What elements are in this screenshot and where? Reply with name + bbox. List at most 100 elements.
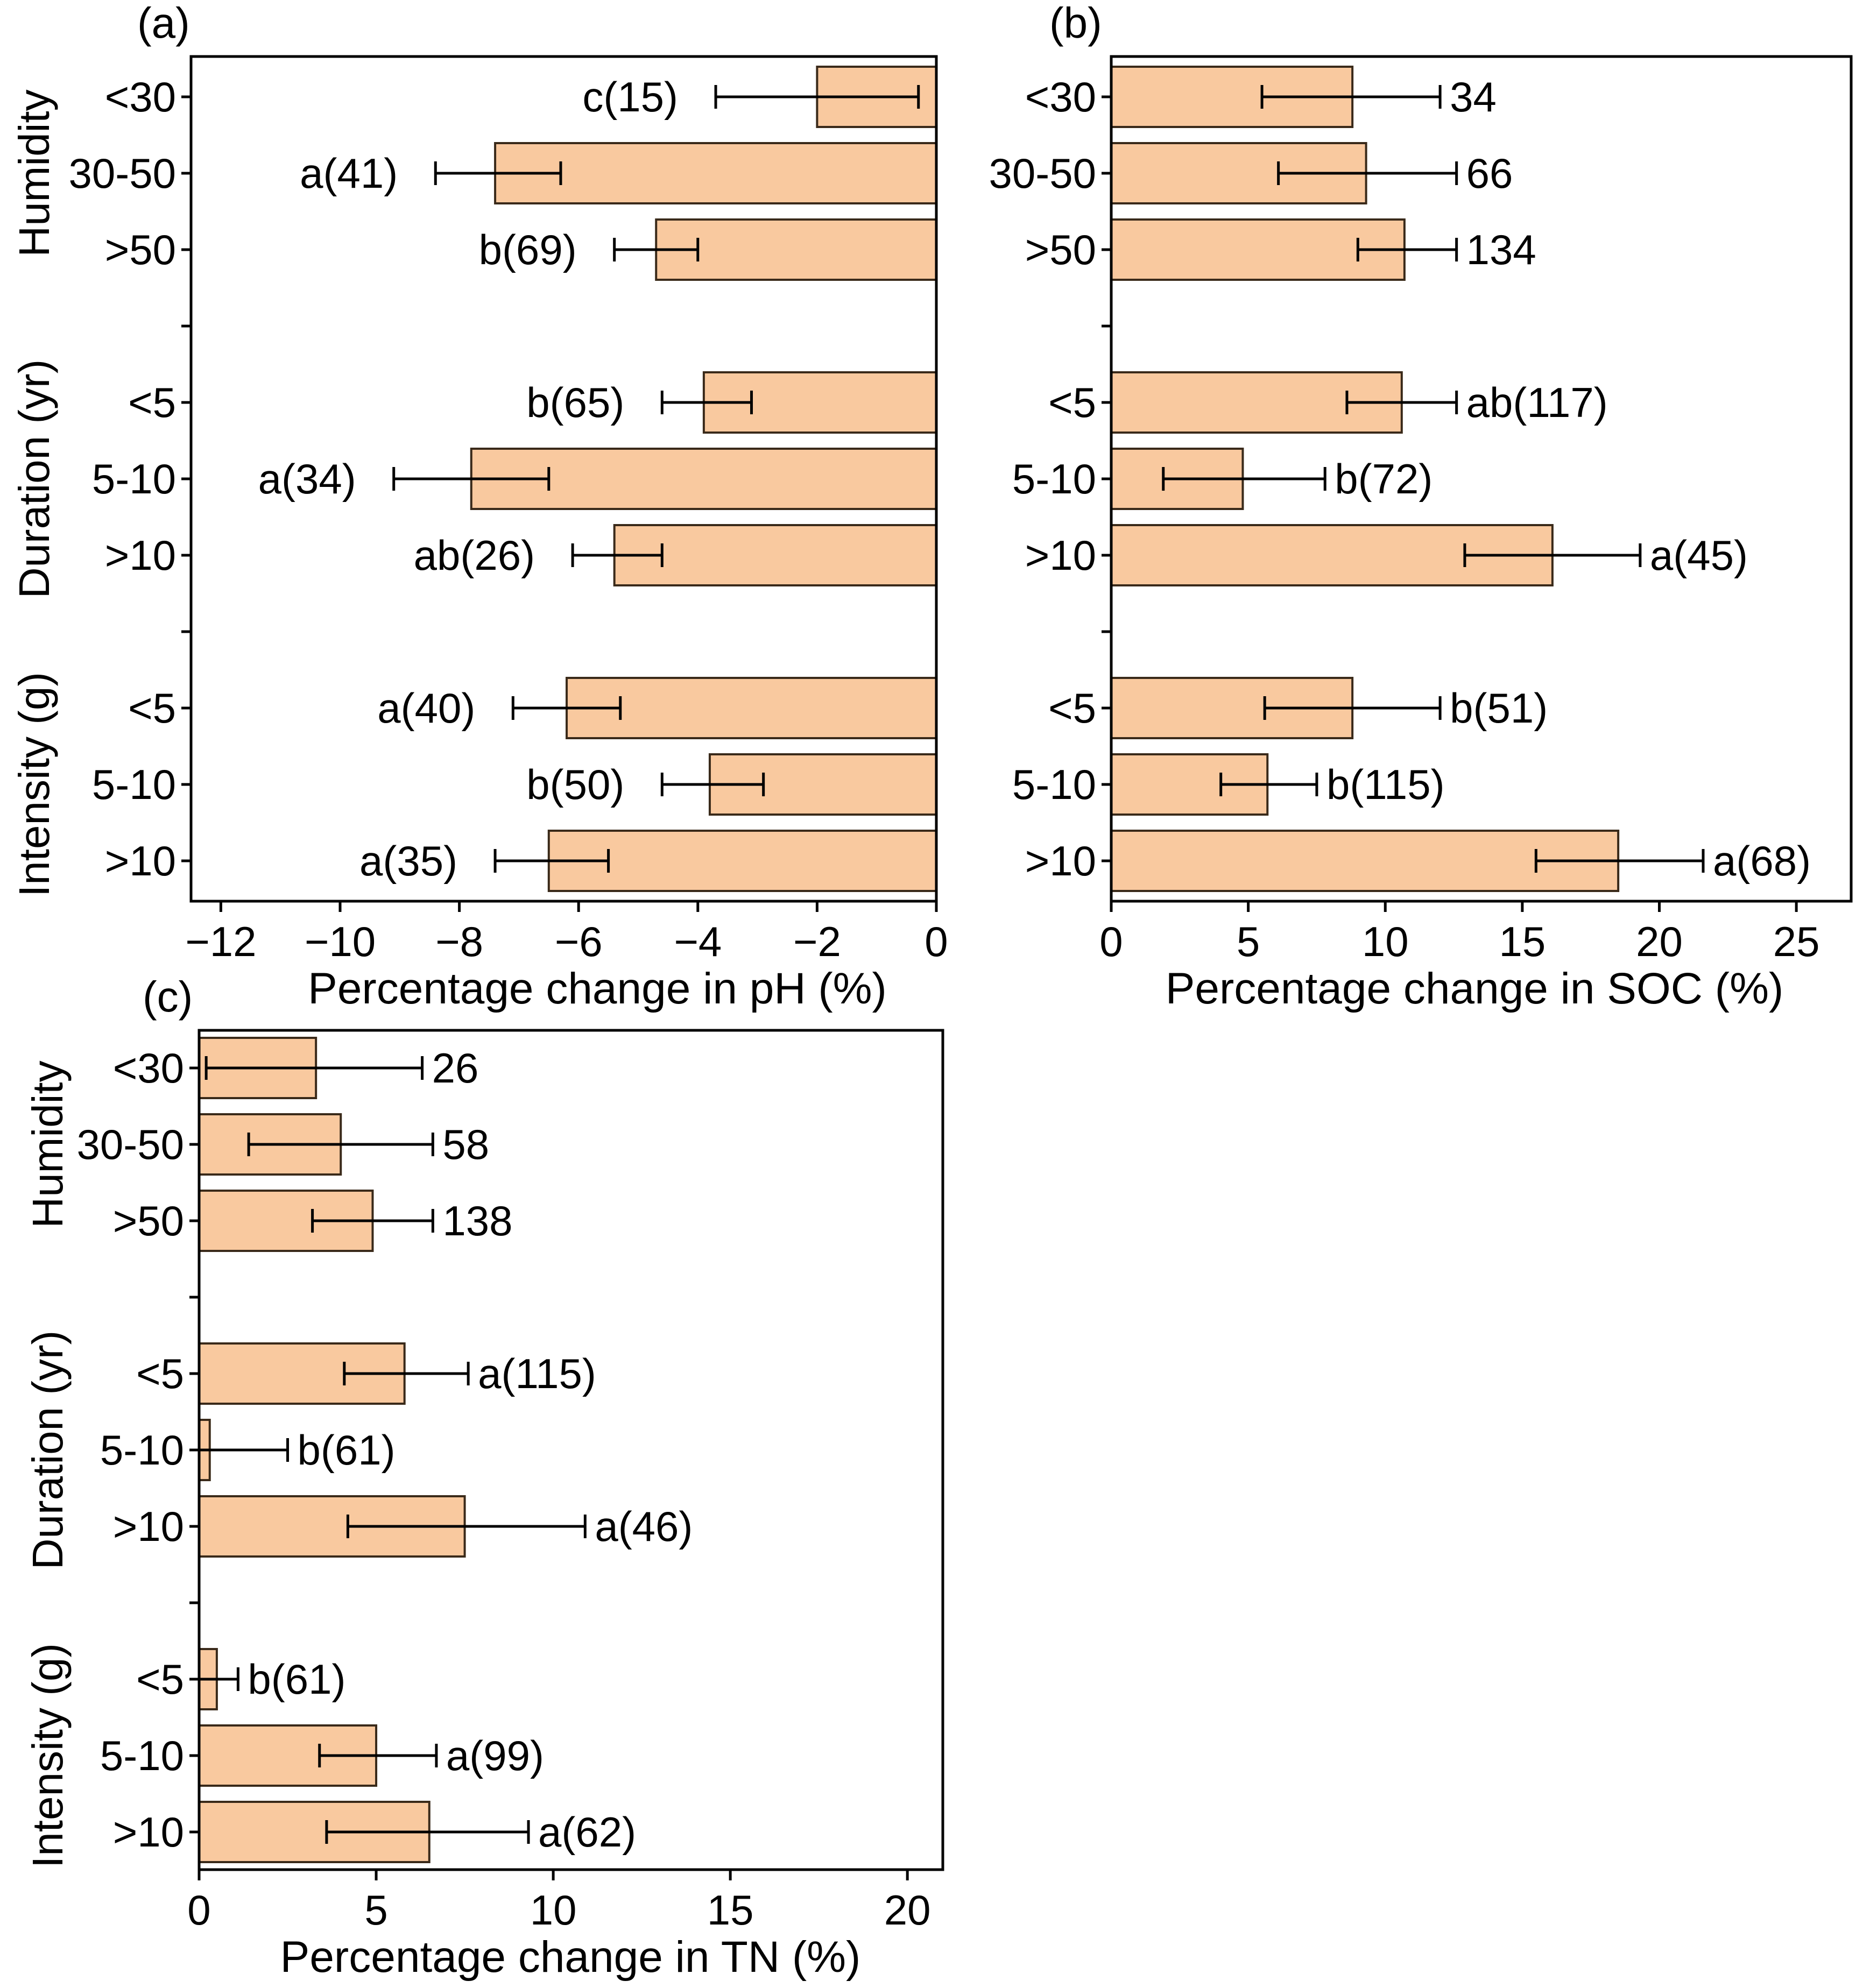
error-bar [1277,161,1458,185]
data-label: ab(26) [414,532,535,579]
data-label: 58 [442,1121,489,1168]
error-bar [511,696,622,720]
chart-panel-1: c(15) a(41) b(69) b(65) a(34) ab(26) a(40) b(50… [10,0,948,1013]
group-label: Humidity [24,1060,72,1228]
data-label: a(68) [1713,837,1811,885]
x-tick-label: 10 [530,1886,577,1934]
y-tick-label: <5 [128,684,176,732]
group-label: Intensity (g) [10,672,58,897]
chart-panel-3: 26 58 138 a(115) b(61) a(46) b(61) a(99) a(62) <3… [24,973,944,1982]
x-tick-label: 15 [707,1886,754,1934]
error-bar [714,85,920,109]
x-tick-label: −6 [555,918,603,965]
error-bar [346,1515,587,1538]
error-bar [1263,696,1442,720]
x-tick-label: 0 [1099,918,1123,965]
error-bar [1463,543,1642,567]
error-bar [571,543,664,567]
data-label: 26 [432,1044,479,1092]
x-axis-label: Percentage change in SOC (%) [1166,964,1784,1013]
error-bar [1345,391,1458,414]
error-bar [343,1362,470,1385]
y-tick-label: <5 [128,379,176,426]
y-tick-label: <30 [113,1044,184,1092]
data-label: a(40) [377,684,475,732]
error-bar [660,773,765,796]
data-label: b(61) [248,1656,345,1703]
error-bar [1260,85,1442,109]
y-tick-label: <5 [136,1656,184,1703]
data-label: ab(117) [1466,379,1608,426]
error-bar [204,1056,424,1080]
y-tick-label: <30 [1025,73,1096,121]
data-label: b(61) [298,1426,396,1474]
y-tick-label: 5-10 [100,1732,184,1779]
error-bar [1356,238,1458,261]
error-bar [493,849,610,873]
x-tick-label: 25 [1773,918,1820,965]
data-label: a(34) [258,455,356,503]
x-tick-label: 0 [187,1886,210,1934]
error-bar [247,1133,434,1156]
group-label: Intensity (g) [24,1643,72,1868]
x-tick-label: −8 [435,918,483,965]
panel-label: (a) [137,0,190,47]
y-tick-label: >10 [1025,837,1096,885]
y-tick-label: <5 [136,1350,184,1397]
data-label: a(115) [478,1350,596,1397]
data-label: a(41) [300,150,398,197]
bar [655,218,937,281]
data-label: c(15) [582,73,678,121]
y-tick-label: >10 [1025,532,1096,579]
y-tick-label: <5 [1048,379,1096,426]
x-tick-label: 5 [1237,918,1260,965]
data-label: b(72) [1335,455,1432,503]
error-bar [1162,467,1326,491]
x-axis-label: Percentage change in pH (%) [308,964,887,1013]
error-bar [318,1744,438,1767]
data-label: 138 [442,1197,512,1244]
chart-panel-2: 34 66 134 ab(117) b(72) a(45) b(51)b(115) a(68)… [989,0,1853,1013]
data-label: b(69) [479,226,577,273]
data-label: a(62) [538,1808,636,1856]
error-bar [311,1209,434,1233]
bar [494,142,937,204]
x-tick-label: −2 [793,918,841,965]
error-bar [1219,773,1318,796]
panel-label: (b) [1049,0,1102,47]
x-tick-label: 20 [884,1886,931,1934]
data-label: 34 [1450,73,1497,121]
y-tick-label: <5 [1048,684,1096,732]
bar [613,524,938,586]
x-tick-label: 15 [1499,918,1546,965]
x-tick-label: −10 [305,918,376,965]
x-tick-label: 20 [1636,918,1683,965]
y-tick-label: 5-10 [1012,761,1096,808]
y-tick-label: >10 [105,532,176,579]
error-bar [660,391,753,414]
y-tick-label: 5-10 [1012,455,1096,503]
group-label: Humidity [10,89,58,257]
x-tick-label: −12 [185,918,256,965]
error-bar [392,467,551,491]
panel-label: (c) [143,973,193,1021]
error-bar [613,238,700,261]
data-label: 134 [1466,226,1536,273]
data-label: a(46) [595,1503,693,1550]
y-tick-label: 30-50 [69,150,177,197]
bar [1110,830,1620,892]
data-label: b(65) [526,379,624,426]
error-bar [1534,849,1705,873]
y-tick-label: <30 [105,73,176,121]
error-bar [434,161,562,185]
x-tick-label: 0 [925,918,948,965]
bar [566,677,938,739]
data-label: b(115) [1326,761,1445,808]
x-tick-label: 5 [364,1886,387,1934]
y-tick-label: 30-50 [77,1121,185,1168]
group-label: Duration (yr) [24,1331,72,1570]
y-tick-label: >10 [105,837,176,885]
y-tick-label: 5-10 [92,761,176,808]
